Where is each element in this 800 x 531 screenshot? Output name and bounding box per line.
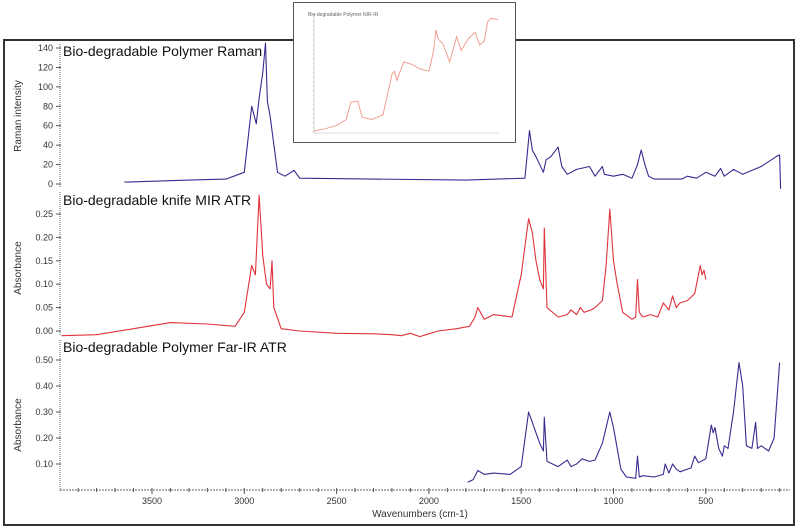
ytick-label: 0.40	[35, 381, 53, 391]
ytick-label: 60	[43, 121, 53, 131]
inset-nir-chart: Bio-degradable Polymer NIR-IR	[293, 2, 516, 143]
ytick-label: 0.10	[35, 279, 53, 289]
xtick-label: 3500	[142, 496, 162, 506]
spectrum-line	[61, 194, 707, 338]
ytick-label: 140	[38, 43, 53, 53]
ytick-label: 0.00	[35, 326, 53, 336]
ytick-label: 20	[43, 160, 53, 170]
xtick-label: 1500	[511, 496, 531, 506]
ytick-label: 80	[43, 101, 53, 111]
ytick-label: 0	[48, 179, 53, 189]
inset-plot: Bio-degradable Polymer NIR-IR	[308, 12, 499, 134]
xtick-label: 2000	[419, 496, 439, 506]
xlabel: Wavenumbers (cm-1)	[372, 509, 468, 520]
ylabel-raman: Raman intensity	[13, 80, 24, 152]
spectrum-line	[124, 42, 782, 189]
ylabel-farir: Absorbance	[13, 398, 24, 452]
xtick-label: 2500	[327, 496, 347, 506]
nir-spectrum-line	[313, 17, 499, 132]
ytick-label: 0.30	[35, 407, 53, 417]
xtick-label: 3000	[234, 496, 254, 506]
inset-title: Bio-degradable Polymer NIR-IR	[308, 12, 379, 18]
ytick-label: 0.15	[35, 256, 53, 266]
spectrum-line	[467, 362, 781, 483]
panel-title-farir: Bio-degradable Polymer Far-IR ATR	[63, 339, 287, 355]
ytick-label: 0.25	[35, 209, 53, 219]
ytick-label: 0.05	[35, 303, 53, 313]
ytick-label: 0.50	[35, 355, 53, 365]
panel-title-mir: Bio-degradable knife MIR ATR	[63, 192, 251, 208]
xtick-label: 1000	[603, 496, 623, 506]
ytick-label: 40	[43, 140, 53, 150]
ytick-label: 0.20	[35, 232, 53, 242]
ytick-label: 0.20	[35, 433, 53, 443]
ylabel-mir: Absorbance	[13, 241, 24, 295]
xtick-label: 500	[698, 496, 713, 506]
panel-title-raman: Bio-degradable Polymer Raman	[63, 43, 262, 59]
ytick-label: 100	[38, 82, 53, 92]
ytick-label: 0.10	[35, 459, 53, 469]
ytick-label: 120	[38, 62, 53, 72]
